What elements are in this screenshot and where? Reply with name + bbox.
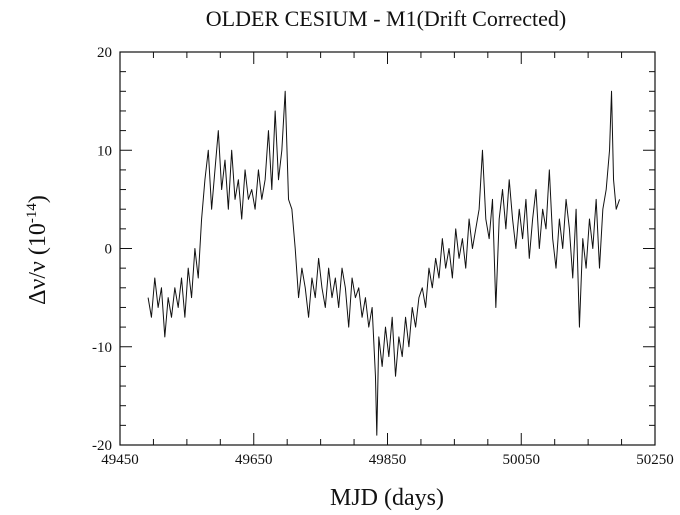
x-tick-label: 50250 (636, 452, 674, 468)
x-tick-label: 49850 (369, 452, 407, 468)
y-axis-label-suffix: ) (25, 195, 51, 203)
x-tick-label: 49450 (101, 452, 139, 468)
y-tick-label: 10 (97, 143, 112, 159)
x-tick-label: 49650 (235, 452, 273, 468)
y-tick-label: -20 (92, 438, 112, 454)
y-axis-label: Δν/ν (10-14) (24, 195, 51, 305)
y-axis-label-superscript: -14 (24, 203, 40, 223)
x-axis-label: MJD (days) (330, 485, 444, 511)
y-axis-label-text: Δν/ν (10 (25, 223, 51, 305)
data-line (147, 90, 621, 436)
y-tick-label: 0 (105, 242, 113, 258)
chart-title: OLDER CESIUM - M1(Drift Corrected) (206, 6, 567, 31)
y-tick-label: -10 (92, 340, 112, 356)
y-tick-label: 20 (97, 45, 112, 61)
x-tick-label: 50050 (503, 452, 541, 468)
